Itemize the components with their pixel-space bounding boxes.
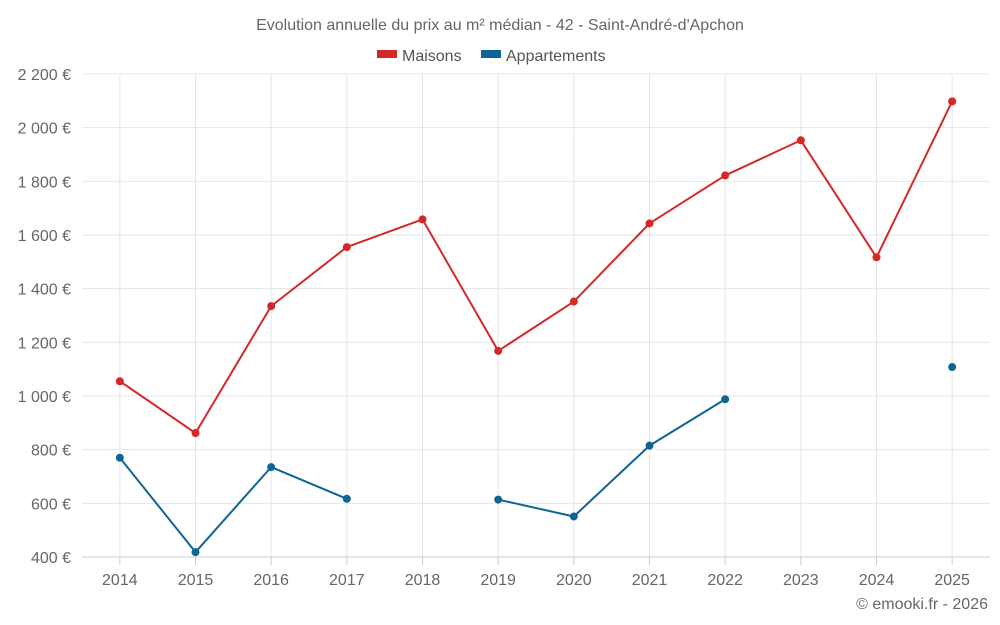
data-point[interactable] xyxy=(418,215,427,224)
data-point[interactable] xyxy=(645,219,654,228)
legend-label-maisons: Maisons xyxy=(402,48,462,65)
data-point[interactable] xyxy=(645,441,654,450)
data-point[interactable] xyxy=(948,363,957,372)
data-point[interactable] xyxy=(494,346,503,355)
legend-swatch-maisons xyxy=(377,50,397,58)
legend: Maisons Appartements xyxy=(377,48,606,65)
y-tick-label: 1 400 € xyxy=(18,282,71,299)
data-point[interactable] xyxy=(267,302,276,311)
x-tick-label: 2019 xyxy=(480,572,516,589)
data-point[interactable] xyxy=(191,548,200,557)
data-point[interactable] xyxy=(115,377,124,386)
legend-item-appartements[interactable]: Appartements xyxy=(481,48,606,65)
y-tick-label: 400 € xyxy=(31,550,71,567)
series-line xyxy=(497,398,727,518)
x-tick-label: 2021 xyxy=(632,572,668,589)
y-tick-label: 1 800 € xyxy=(18,174,71,191)
x-tick-label: 2016 xyxy=(253,572,289,589)
data-point[interactable] xyxy=(115,453,124,462)
data-point[interactable] xyxy=(569,297,578,306)
y-tick-label: 2 000 € xyxy=(18,121,71,138)
data-point[interactable] xyxy=(494,495,503,504)
axes: 400 € 600 € 800 € 1 000 € 1 200 € 1 400 € 1 60… xyxy=(18,67,990,589)
y-tick-label: 1 000 € xyxy=(18,389,71,406)
legend-label-appartements: Appartements xyxy=(506,48,606,65)
data-point[interactable] xyxy=(569,512,578,521)
grid xyxy=(82,73,990,557)
x-tick-label: 2022 xyxy=(707,572,743,589)
chart-title: Evolution annuelle du prix au m² médian … xyxy=(256,17,744,34)
series-line xyxy=(118,100,954,435)
series-line xyxy=(118,456,348,554)
data-point[interactable] xyxy=(948,97,957,106)
data-point[interactable] xyxy=(721,171,730,180)
credit-text: © emooki.fr - 2026 xyxy=(856,596,988,613)
series xyxy=(115,97,957,557)
legend-item-maisons[interactable]: Maisons xyxy=(377,48,462,65)
y-tick-label: 1 200 € xyxy=(18,335,71,352)
x-tick-label: 2017 xyxy=(329,572,365,589)
x-tick-label: 2015 xyxy=(178,572,214,589)
x-tick-label: 2024 xyxy=(859,572,895,589)
y-tick-label: 2 200 € xyxy=(18,67,71,84)
data-point[interactable] xyxy=(267,463,276,472)
data-point[interactable] xyxy=(796,136,805,145)
data-point[interactable] xyxy=(721,395,730,404)
x-tick-label: 2018 xyxy=(405,572,441,589)
y-tick-label: 800 € xyxy=(31,443,71,460)
series-appartements xyxy=(115,363,957,557)
data-point[interactable] xyxy=(342,494,351,503)
data-point[interactable] xyxy=(191,429,200,438)
x-tick-label: 2014 xyxy=(102,572,138,589)
series-maisons xyxy=(115,97,957,438)
y-tick-label: 1 600 € xyxy=(18,228,71,245)
y-tick-label: 600 € xyxy=(31,496,71,513)
data-point[interactable] xyxy=(872,253,881,262)
x-tick-label: 2020 xyxy=(556,572,592,589)
data-point[interactable] xyxy=(342,243,351,252)
x-tick-label: 2023 xyxy=(783,572,819,589)
x-tick-label: 2025 xyxy=(934,572,970,589)
legend-swatch-appartements xyxy=(481,50,501,58)
